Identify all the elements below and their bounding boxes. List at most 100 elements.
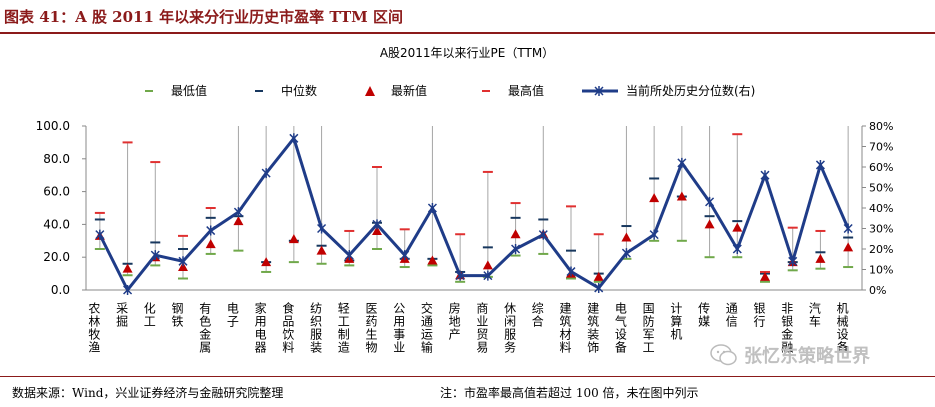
right-tick-label: 50% xyxy=(869,182,893,195)
right-tick-label: 10% xyxy=(869,264,893,277)
left-tick-label: 0.0 xyxy=(51,283,70,297)
percentile-point xyxy=(705,196,715,207)
latest-marker xyxy=(510,229,521,239)
category-label: 电气设备 xyxy=(613,302,627,354)
percentile-point xyxy=(760,170,770,181)
legend-item: 最高值 xyxy=(482,83,544,98)
category-label: 商业贸易 xyxy=(475,301,489,354)
whiskers xyxy=(99,126,849,282)
percentile-point xyxy=(621,248,631,259)
percentile-point xyxy=(594,282,604,293)
percentile-point xyxy=(677,157,687,168)
percentile-point xyxy=(261,168,271,179)
left-tick-label: 60.0 xyxy=(43,185,70,199)
percentile-point xyxy=(788,256,798,267)
percentile-point xyxy=(566,266,576,277)
pe-chart: A股2011年以来行业PE（TTM） 最低值 中位数 最新值 最高值 当前所处历史分位数… xyxy=(36,46,894,354)
right-tick-label: 60% xyxy=(869,161,893,174)
legend-marker-percentile xyxy=(594,86,604,96)
legend-item: 当前所处历史分位数(右) xyxy=(582,83,755,98)
left-tick-label: 100.0 xyxy=(36,119,70,133)
category-label: 通信 xyxy=(724,302,738,328)
chart-legend: 最低值 中位数 最新值 最高值 当前所处历史分位数(右) xyxy=(145,83,755,98)
latest-marker xyxy=(732,222,743,232)
legend-item: 最新值 xyxy=(365,83,427,98)
latest-marker xyxy=(233,216,244,226)
percentile-point xyxy=(511,244,521,254)
category-label: 有色金属 xyxy=(198,302,212,354)
left-tick-label: 80.0 xyxy=(43,152,70,166)
category-label: 化工 xyxy=(142,302,156,328)
legend-label: 最低值 xyxy=(171,83,207,98)
category-label: 传媒 xyxy=(697,301,711,328)
category-label: 纺织服装 xyxy=(309,302,323,354)
latest-marker xyxy=(676,191,687,201)
figure-footer: 数据来源：Wind，兴业证券经济与金融研究院整理 注：市盈率最高值若超过 100… xyxy=(0,376,935,407)
percentile-point xyxy=(150,250,160,261)
category-label: 建筑装饰 xyxy=(586,302,600,354)
latest-marker xyxy=(205,239,216,249)
latest-marker xyxy=(760,271,770,281)
percentile-polyline xyxy=(98,136,850,292)
percentile-point xyxy=(400,250,410,261)
category-label: 房地产 xyxy=(447,301,461,341)
left-tick-label: 20.0 xyxy=(43,250,70,264)
percentile-point xyxy=(843,223,853,234)
latest-marker xyxy=(815,253,826,263)
wechat-icon xyxy=(710,344,737,366)
legend-item: 最低值 xyxy=(145,83,207,98)
percentile-point xyxy=(233,207,243,218)
category-label: 非银金融 xyxy=(780,302,794,354)
latest-marker xyxy=(316,245,327,255)
latest-marker xyxy=(649,193,660,203)
right-tick-label: 0% xyxy=(869,284,886,297)
category-label: 汽车 xyxy=(807,301,821,328)
figure-title: 图表 41：A 股 2011 年以来分行业历史市盈率 TTM 区间 xyxy=(4,8,403,26)
category-label: 国防军工 xyxy=(641,302,655,354)
category-label: 医药生物 xyxy=(364,302,378,354)
category-label: 食品饮料 xyxy=(281,301,295,354)
markers xyxy=(94,133,854,283)
legend-swatch-latest xyxy=(365,86,375,96)
legend-label: 最新值 xyxy=(391,83,427,98)
category-label: 农林牧渔 xyxy=(87,302,101,354)
percentile-point xyxy=(538,229,548,240)
percentile-point xyxy=(206,225,216,236)
chart-title: A股2011年以来行业PE（TTM） xyxy=(380,46,554,60)
category-label: 交通运输 xyxy=(419,301,433,354)
watermark: 张忆东策略世界 xyxy=(710,342,870,368)
percentile-point xyxy=(372,219,382,230)
percentile-point xyxy=(427,203,437,213)
percentile-point xyxy=(317,223,327,234)
right-tick-label: 30% xyxy=(869,223,893,236)
category-label: 建筑材料 xyxy=(558,302,572,354)
latest-marker xyxy=(122,263,133,273)
chart-axes: 0.0 20.0 40.0 60.0 80.0 100.0 0% 10% 20% 30% 40% 50… xyxy=(36,119,894,354)
category-label: 采掘 xyxy=(115,302,129,328)
percentile-line xyxy=(95,133,853,295)
latest-marker xyxy=(178,262,188,272)
source-note: 数据来源：Wind，兴业证券经济与金融研究院整理 xyxy=(12,386,284,400)
latest-marker xyxy=(843,242,854,252)
latest-marker xyxy=(593,271,604,281)
percentile-point xyxy=(649,229,659,240)
right-tick-label: 70% xyxy=(869,141,893,154)
category-label: 综合 xyxy=(530,302,544,328)
percentile-point xyxy=(344,250,354,261)
latest-marker xyxy=(261,257,272,267)
latest-marker xyxy=(704,219,715,229)
latest-marker xyxy=(482,260,493,270)
percentile-point xyxy=(815,159,825,170)
category-label: 钢铁 xyxy=(170,302,184,328)
category-label: 休闲服务 xyxy=(503,302,517,354)
percentile-point xyxy=(123,285,133,295)
category-label: 计算机 xyxy=(669,302,683,341)
legend-label: 当前所处历史分位数(右) xyxy=(626,83,755,98)
figure-header: 图表 41：A 股 2011 年以来分行业历史市盈率 TTM 区间 xyxy=(0,0,935,34)
percentile-point xyxy=(455,270,465,281)
latest-marker xyxy=(427,255,438,265)
percentile-point xyxy=(95,229,105,240)
category-label: 机械设备 xyxy=(835,302,849,354)
legend-item: 中位数 xyxy=(255,83,317,98)
category-label: 轻工制造 xyxy=(336,302,350,354)
